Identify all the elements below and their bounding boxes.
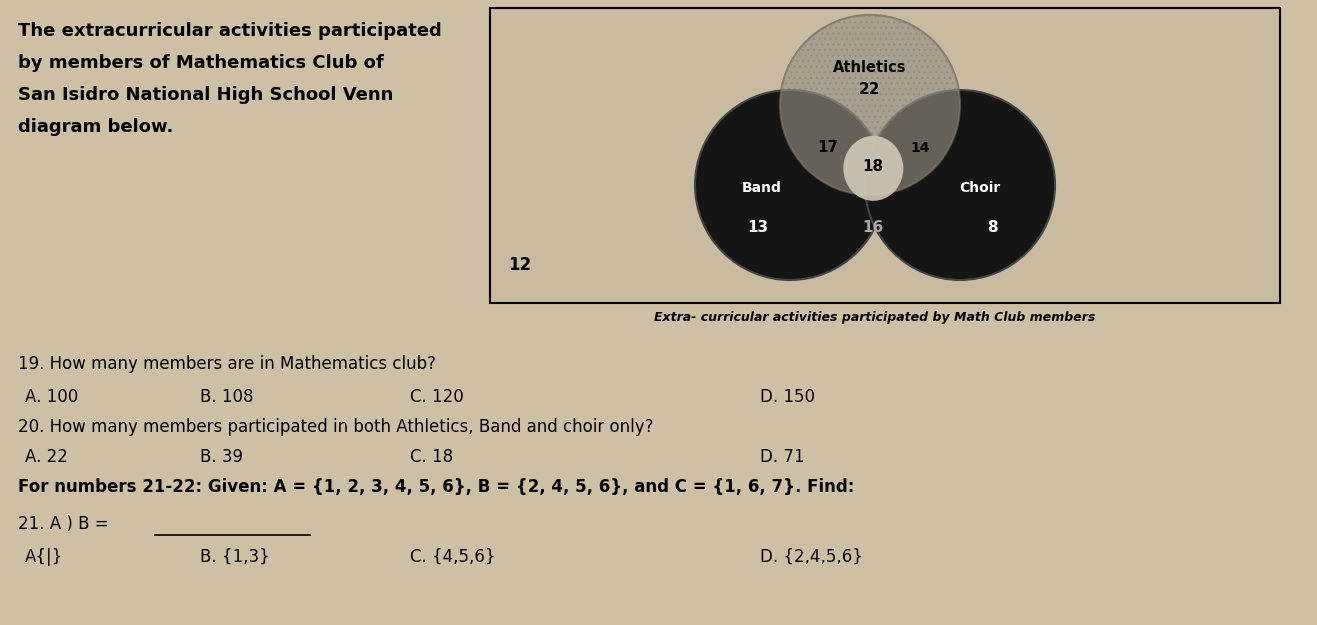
Text: 8: 8 [986,221,997,236]
Text: 20. How many members participated in both Athletics, Band and choir only?: 20. How many members participated in bot… [18,418,653,436]
Text: by members of Mathematics Club of: by members of Mathematics Club of [18,54,383,72]
Text: D. 150: D. 150 [760,388,815,406]
Text: B. {1,3}: B. {1,3} [200,548,270,566]
Text: 14: 14 [910,141,930,155]
Text: 22: 22 [859,82,881,98]
Text: 19. How many members are in Mathematics club?: 19. How many members are in Mathematics … [18,355,436,373]
Text: A. 100: A. 100 [25,388,78,406]
Text: C. 120: C. 120 [410,388,464,406]
Circle shape [780,15,960,195]
Text: C. {4,5,6}: C. {4,5,6} [410,548,495,566]
Bar [490,8,1280,303]
Text: A. 22: A. 22 [25,448,68,466]
Circle shape [865,90,1055,280]
Circle shape [780,15,960,195]
Text: Choir: Choir [959,181,1001,195]
Text: D. {2,4,5,6}: D. {2,4,5,6} [760,548,863,566]
Text: B. 39: B. 39 [200,448,244,466]
Text: Extra- curricular activities participated by Math Club members: Extra- curricular activities participate… [655,311,1096,324]
Text: Athletics: Athletics [834,61,906,76]
Text: A{|}: A{|} [25,548,63,566]
Text: C. 18: C. 18 [410,448,453,466]
Text: For numbers 21-22: Given: A = {1, 2, 3, 4, 5, 6}, B = {2, 4, 5, 6}, and C = {1, : For numbers 21-22: Given: A = {1, 2, 3, … [18,478,855,496]
Text: 18: 18 [863,159,884,174]
Ellipse shape [843,136,903,201]
Circle shape [695,90,885,280]
Text: 17: 17 [818,141,839,156]
Text: 16: 16 [863,221,884,236]
Text: The extracurricular activities participated: The extracurricular activities participa… [18,22,441,40]
Text: San Isidro National High School Venn: San Isidro National High School Venn [18,86,394,104]
Text: D. 71: D. 71 [760,448,805,466]
Text: 13: 13 [748,221,769,236]
Text: 12: 12 [508,256,532,274]
Text: B. 108: B. 108 [200,388,253,406]
Text: 21. A ) B =: 21. A ) B = [18,515,113,533]
Text: diagram below.: diagram below. [18,118,174,136]
Text: Band: Band [741,181,782,195]
